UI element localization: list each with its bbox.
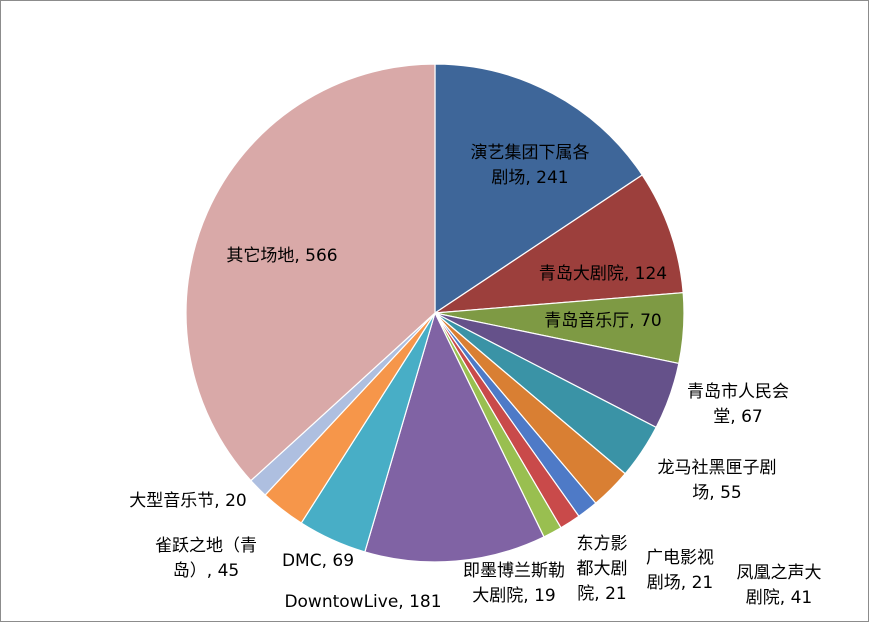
slice-label-line: DMC, 69 (282, 551, 354, 571)
slice-label-line: 凤凰之声大 (737, 563, 822, 583)
slice-label: 青岛市人民会堂, 67 (687, 382, 789, 427)
slice-label-line: 即墨博兰斯勒 (463, 561, 565, 581)
slice-label-line: 雀跃之地（青 (155, 536, 257, 556)
slice-label: 龙马社黑匣子剧场, 55 (658, 458, 777, 503)
slice-label-line: 都大剧 (577, 559, 628, 579)
slice-label-line: 青岛市人民会 (687, 382, 789, 402)
slice-label-line: DowntowLive, 181 (284, 592, 441, 612)
slice-label-line: 东方影 (577, 534, 628, 554)
slice-label: 广电影视剧场, 21 (646, 548, 714, 593)
slice-label: 东方影都大剧院, 21 (577, 534, 628, 604)
slice-label: 凤凰之声大剧院, 41 (737, 563, 822, 608)
slice-label-line: 大型音乐节, 20 (129, 491, 246, 511)
slice-label-line: 岛）, 45 (173, 561, 239, 581)
slice-label: 大型音乐节, 20 (129, 491, 246, 511)
slice-label-line: 大剧院, 19 (472, 586, 555, 606)
pie-slice (432, 174, 684, 314)
slice-label-line: 青岛大剧院, 124 (539, 264, 667, 284)
slice-label-line: 院, 21 (577, 584, 626, 604)
pie-labels: 演艺集团下属各剧场, 241 青岛大剧院, 124 青岛音乐厅, 70 青岛市人民会堂… (129, 143, 821, 612)
slice-label-line: 青岛音乐厅, 70 (544, 311, 661, 331)
slice-label-line: 其它场地, 566 (226, 246, 337, 266)
slice-label-line: 场, 55 (692, 483, 741, 503)
slice-label: 青岛大剧院, 124 (539, 264, 667, 284)
slice-label-line: 剧场, 241 (491, 168, 568, 188)
slice-label-line: 龙马社黑匣子剧 (658, 458, 777, 478)
slice-label: 其它场地, 566 (226, 246, 337, 266)
slice-label-line: 演艺集团下属各 (471, 143, 590, 163)
slice-label-line: 广电影视 (646, 548, 714, 568)
slice-label: 即墨博兰斯勒大剧院, 19 (463, 561, 565, 606)
slice-label: 青岛音乐厅, 70 (544, 311, 661, 331)
slice-label: DMC, 69 (282, 551, 354, 571)
slice-label: 演艺集团下属各剧场, 241 (471, 143, 590, 188)
slice-label-line: 剧场, 21 (647, 573, 713, 593)
pie-slice (364, 311, 545, 563)
pie-slices (185, 63, 685, 563)
slice-label: DowntowLive, 181 (284, 592, 441, 612)
slice-label: 雀跃之地（青岛）, 45 (155, 536, 257, 581)
slice-label-line: 剧院, 41 (746, 588, 812, 608)
pie-slice (185, 63, 436, 482)
pie-slice (434, 63, 644, 315)
slice-label-line: 堂, 67 (713, 407, 762, 427)
